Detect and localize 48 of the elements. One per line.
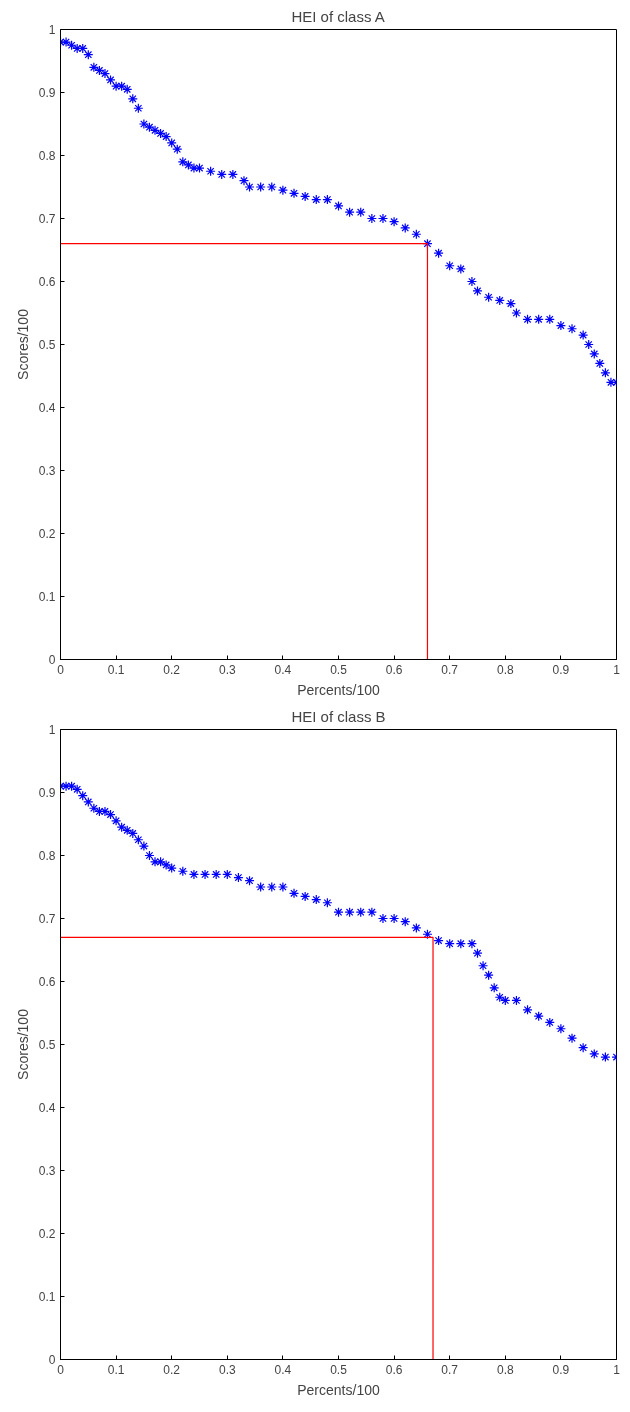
chart-title: HEI of class B — [291, 707, 386, 725]
x-tick-label: 0.9 — [552, 662, 570, 677]
x-tick-label: 0.2 — [163, 662, 181, 677]
x-tick-label: 0.7 — [441, 1362, 459, 1377]
y-tick-label: 0.1 — [38, 1290, 56, 1304]
y-tick-label: 1 — [48, 723, 56, 737]
y-tick-label: 0.3 — [38, 1164, 56, 1178]
y-tick-label: 0.6 — [38, 975, 56, 989]
x-tick-label: 0.3 — [218, 662, 236, 677]
y-tick-label: 0.5 — [38, 1038, 56, 1052]
x-tick-label: 1 — [613, 1362, 621, 1377]
x-tick-label: 0.5 — [330, 1362, 348, 1377]
chart-title: HEI of class A — [291, 7, 385, 25]
y-tick-label: 0 — [48, 1353, 56, 1367]
y-tick-label: 0.7 — [38, 912, 56, 926]
x-tick-label: 0.4 — [274, 662, 292, 677]
y-tick-label: 0.3 — [38, 464, 56, 478]
x-tick-label: 0.2 — [163, 1362, 181, 1377]
x-tick-label: 0.4 — [274, 1362, 292, 1377]
y-tick-label: 0.8 — [38, 149, 56, 163]
x-tick-label: 0.5 — [330, 662, 348, 677]
y-tick-label: 0.2 — [38, 527, 56, 541]
y-tick-label: 0.5 — [38, 338, 56, 352]
x-axis-title: Percents/100 — [297, 1381, 380, 1398]
x-tick-label: 0.8 — [496, 1362, 514, 1377]
x-axis-title: Percents/100 — [297, 681, 380, 698]
y-tick-label: 0.8 — [38, 849, 56, 863]
y-tick-label: 0.7 — [38, 212, 56, 226]
y-tick-label: 0.1 — [38, 590, 56, 604]
y-tick-label: 0.6 — [38, 275, 56, 289]
x-tick-label: 0.1 — [107, 1362, 125, 1377]
y-tick-label: 0.9 — [38, 86, 56, 100]
x-tick-label: 0.6 — [385, 662, 403, 677]
x-tick-label: 0.3 — [218, 1362, 236, 1377]
x-tick-label: 0.7 — [441, 662, 459, 677]
y-tick-label: 0.2 — [38, 1227, 56, 1241]
x-tick-label: 1 — [613, 662, 621, 677]
y-tick-label: 0.4 — [38, 1101, 56, 1115]
y-axis-title: Scores/100 — [14, 1008, 31, 1080]
y-tick-label: 0.9 — [38, 786, 56, 800]
x-tick-label: 0.8 — [496, 662, 514, 677]
x-tick-label: 0.6 — [385, 1362, 403, 1377]
y-axis-title: Scores/100 — [14, 308, 31, 380]
y-tick-label: 0 — [48, 653, 56, 667]
y-tick-label: 1 — [48, 23, 56, 37]
y-tick-label: 0.4 — [38, 401, 56, 415]
x-tick-label: 0.1 — [107, 662, 125, 677]
x-tick-label: 0.9 — [552, 1362, 570, 1377]
